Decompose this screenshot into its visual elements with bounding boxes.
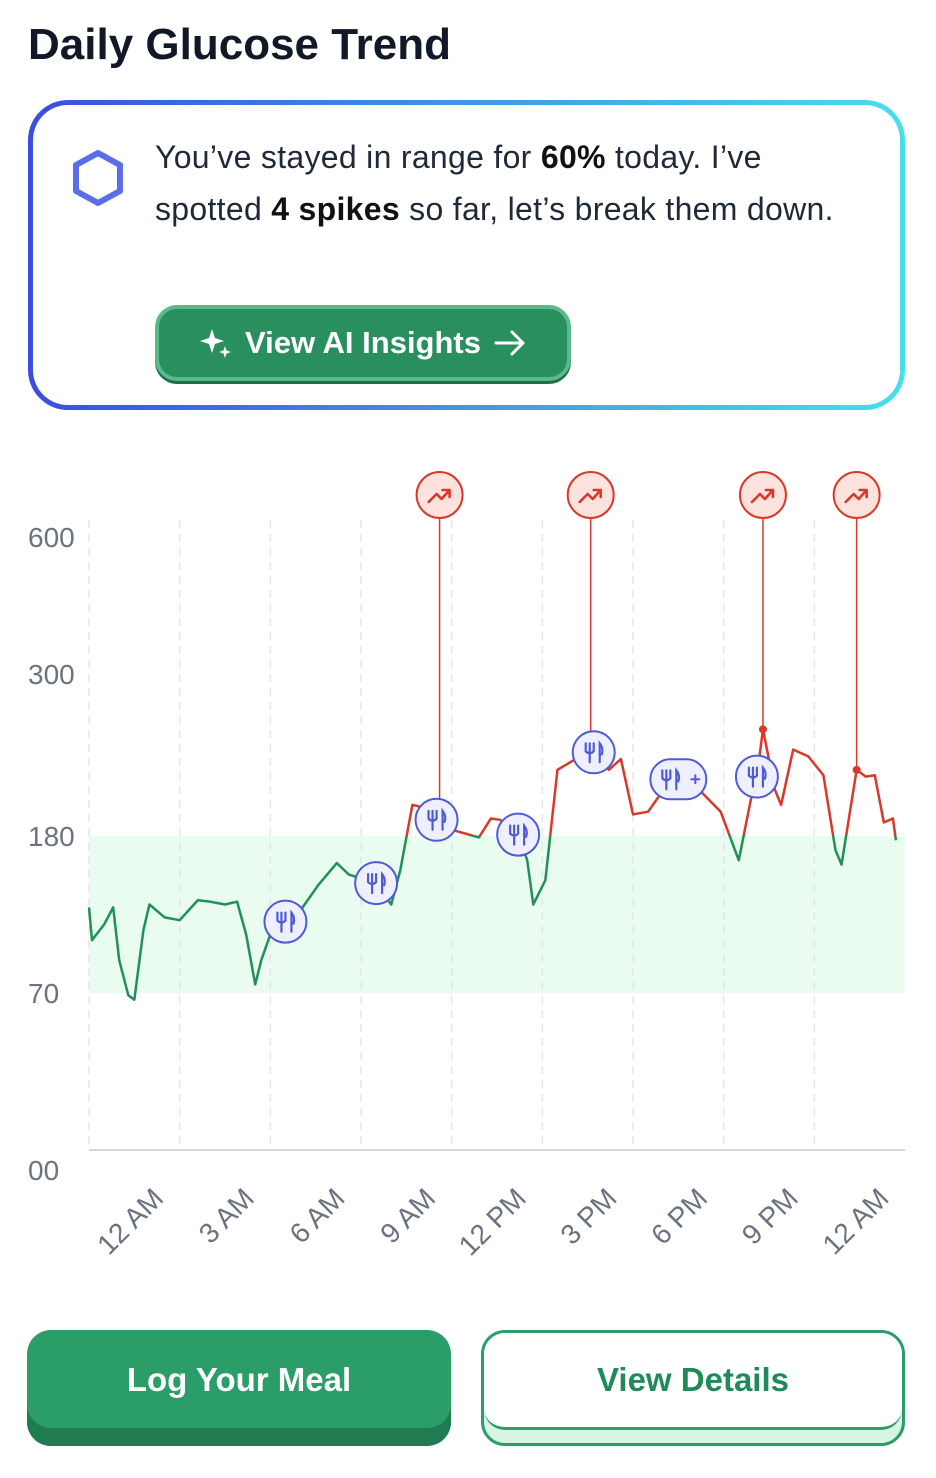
ai-icon — [64, 144, 132, 212]
target-range — [89, 836, 905, 993]
fork-knife-icon — [427, 807, 447, 831]
y-tick-label: 70 — [28, 978, 59, 1009]
spike-icon — [750, 488, 775, 504]
spike-circle — [832, 471, 881, 519]
fork-knife-icon — [509, 822, 528, 846]
spike-circle — [415, 471, 464, 519]
insight-text: You’ve stayed in range for 60% today. I’… — [155, 131, 845, 235]
insight-highlight: 60% — [540, 139, 606, 175]
log-meal-label: Log Your Meal — [126, 1361, 352, 1398]
fork-knife-icon — [367, 870, 386, 895]
page-title: Daily Glucose Trend — [28, 20, 452, 69]
meal-marker — [354, 861, 399, 906]
spike-marker — [415, 471, 464, 519]
spike-icon — [844, 488, 868, 504]
fork-knife-icon — [584, 740, 604, 764]
x-tick-label: 12 PM — [453, 1182, 532, 1261]
insight-highlight: 4 spikes — [271, 191, 400, 227]
glucose-line — [405, 728, 897, 836]
glucose-line — [87, 836, 898, 1001]
x-tick-label: 3 PM — [554, 1182, 622, 1250]
x-tick-label: 9 PM — [736, 1182, 804, 1250]
glucose-chart: 12 AM 3 AM 6 AM 9 AM 12 PM 3 PM 6 PM 9 PM 12 AM0… — [28, 471, 905, 1261]
ai-insights-button[interactable]: View AI Insights — [155, 305, 571, 381]
y-tick-label: 600 — [28, 522, 75, 553]
meal-marker — [263, 899, 308, 944]
plus-icon — [690, 774, 701, 785]
meal-marker — [571, 730, 616, 775]
spike-marker — [566, 471, 615, 519]
y-tick-label: 00 — [28, 1155, 59, 1186]
fork-knife-icon — [276, 909, 296, 933]
spike-icon — [578, 488, 602, 504]
fork-knife-icon — [661, 767, 681, 791]
y-tick-label: 180 — [28, 821, 75, 852]
spike-marker — [832, 471, 881, 519]
arrow-icon — [494, 330, 525, 356]
insight-card: You’ve stayed in range for 60% today. I’… — [28, 100, 905, 410]
insight-text-part: today. I’ve spotted — [155, 139, 762, 227]
insight-text-part: so far, let’s break them down. — [399, 191, 834, 227]
x-tick-label: 12 AM — [91, 1182, 169, 1260]
insight-card-body: You’ve stayed in range for 60% today. I’… — [33, 105, 900, 405]
y-tick-label: 300 — [28, 659, 75, 690]
spike-point — [852, 765, 861, 774]
spike-circle — [566, 471, 615, 519]
spike-point — [758, 725, 767, 734]
log-meal-button[interactable]: Log Your Meal — [27, 1330, 451, 1446]
meal-marker — [649, 758, 708, 801]
x-tick-label: 12 AM — [817, 1182, 895, 1260]
spike-circle — [738, 471, 787, 519]
insight-text-part: You’ve stayed in range for — [155, 139, 541, 175]
meal-marker — [496, 812, 541, 857]
sparkle-icon — [200, 329, 231, 358]
meal-marker — [734, 754, 779, 799]
view-details-button[interactable]: View Details — [481, 1330, 905, 1446]
view-details-label: View Details — [597, 1361, 789, 1398]
x-tick-label: 9 AM — [374, 1182, 441, 1249]
fork-knife-icon — [747, 764, 767, 788]
spike-icon — [427, 488, 451, 504]
spike-marker — [738, 471, 787, 519]
meal-marker — [414, 797, 459, 842]
x-tick-label: 3 AM — [193, 1182, 260, 1249]
x-tick-label: 6 AM — [284, 1182, 351, 1249]
x-tick-label: 6 PM — [645, 1182, 713, 1250]
ai-insights-label: View AI Insights — [245, 325, 481, 360]
